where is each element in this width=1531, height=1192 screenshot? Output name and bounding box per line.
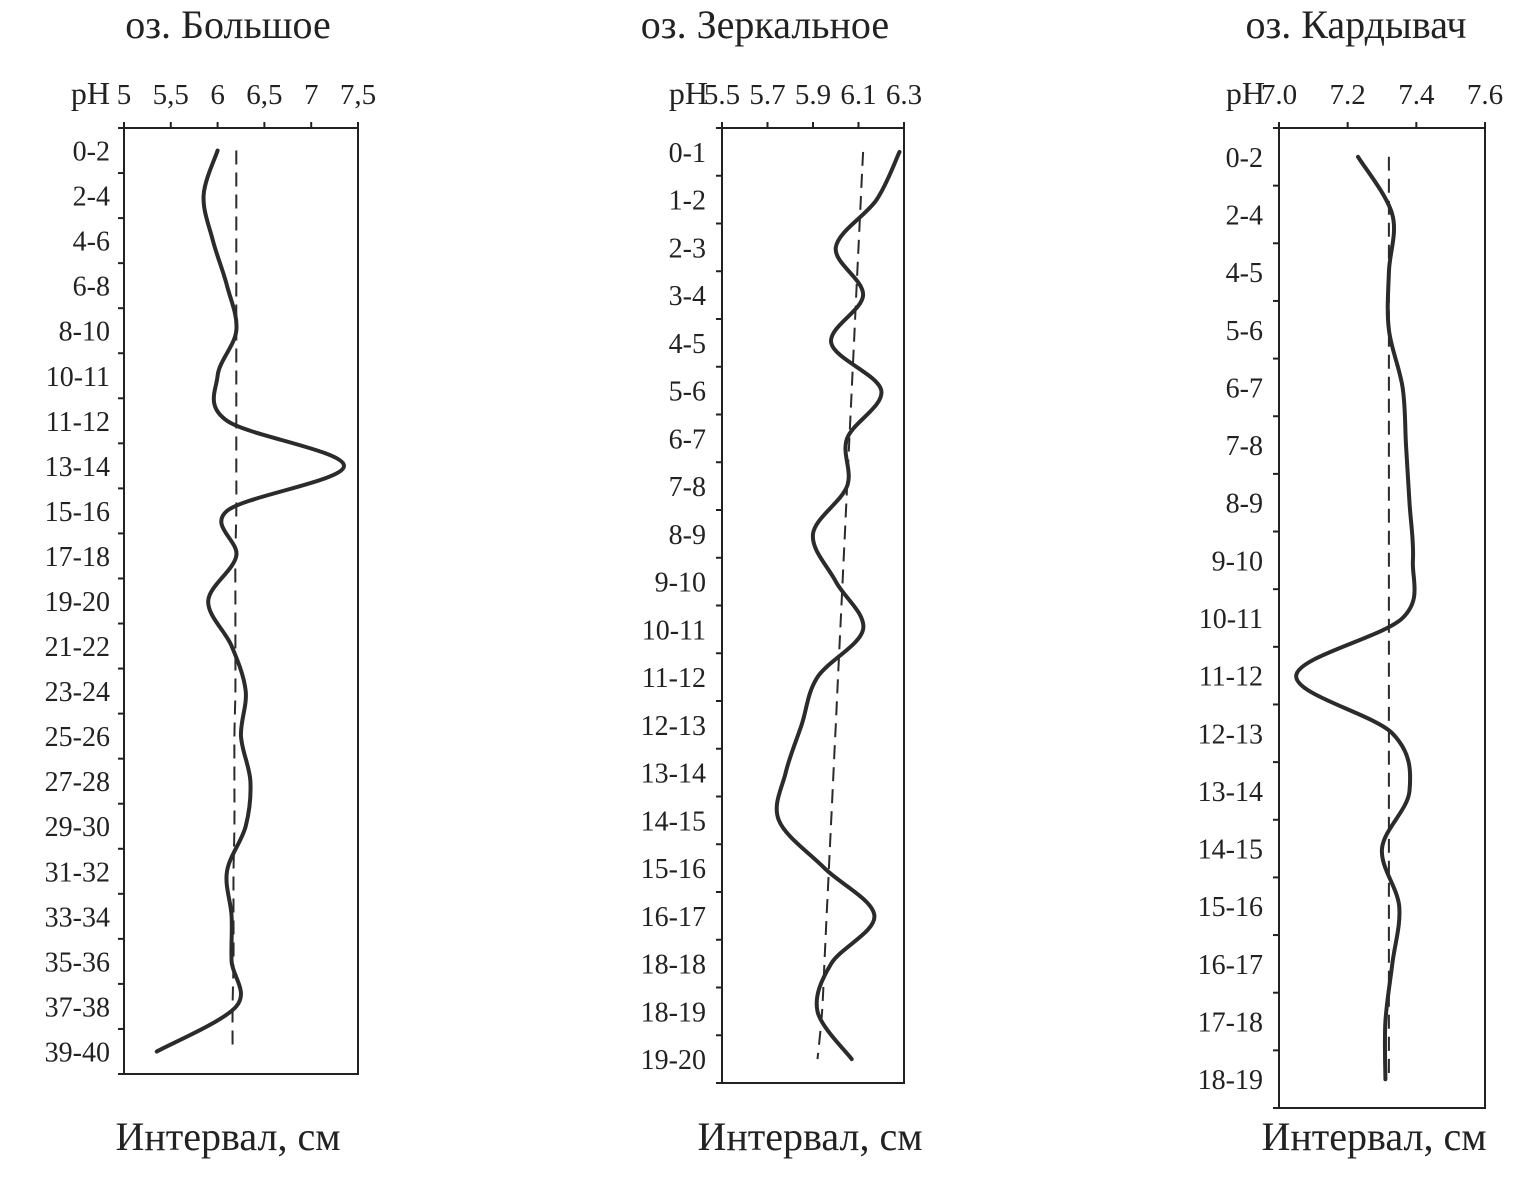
y-tick-label: 1-2 (669, 186, 706, 217)
y-tick-label: 4-5 (1226, 258, 1263, 289)
y-tick-label: 15-16 (1198, 892, 1263, 923)
y-tick-label: 5-6 (669, 377, 706, 408)
y-tick-label: 37-38 (45, 992, 110, 1023)
y-tick-label: 17-18 (1198, 1008, 1263, 1039)
y-tick-label: 3-4 (669, 281, 706, 312)
x-tick-label: 5.9 (795, 79, 831, 111)
y-tick-label: 6-7 (669, 424, 706, 455)
x-axis-label: pH (1226, 75, 1265, 111)
y-tick-label: 10-11 (46, 362, 110, 393)
y-tick-label: 13-14 (1198, 777, 1263, 808)
x-tick-label: 7.4 (1398, 79, 1435, 111)
y-tick-label: 7-8 (1226, 431, 1263, 462)
x-tick-label: 6 (210, 79, 225, 111)
y-tick-label: 16-17 (641, 902, 706, 933)
y-tick-label: 25-26 (45, 722, 110, 753)
y-tick-label: 19-20 (45, 587, 110, 618)
y-tick-label: 4-5 (669, 329, 706, 360)
y-tick-label: 8-9 (1226, 489, 1263, 520)
y-tick-label: 15-16 (641, 854, 706, 885)
y-tick-label: 14-15 (641, 806, 706, 837)
y-tick-label: 13-14 (641, 759, 706, 790)
chart-panel-zerkalnoe: оз. Зеркальное pH5.5 5.7 5.9 6.1 6.3 0-1 1-2 2-3… (641, 2, 923, 1159)
y-tick-label: 21-22 (45, 632, 110, 663)
chart-title: оз. Большое (125, 2, 331, 47)
x-tick-label: 7,5 (340, 79, 376, 111)
y-tick-label: 2-4 (73, 182, 110, 213)
y-tick-label: 17-18 (45, 542, 110, 573)
plot-frame (123, 127, 359, 1075)
y-tick-label: 2-4 (1226, 200, 1263, 231)
chart-panel-kardyvach: оз. Кардывач pH7.0 7.2 7.4 7.6 0-2 2-4 4-5 5-6 6-… (1198, 2, 1503, 1159)
y-tick-label: 11-12 (46, 407, 110, 438)
trend-line-dashed (816, 151, 865, 1060)
y-tick-label: 18-19 (641, 997, 706, 1028)
y-tick-label: 16-17 (1198, 950, 1263, 981)
y-tick-label: 11-12 (1199, 662, 1263, 693)
x-tick-label: 5 (117, 79, 132, 111)
x-tick-label: 5,5 (153, 79, 189, 111)
plot-frame (721, 127, 905, 1084)
y-tick-label: 11-12 (642, 663, 706, 694)
x-tick-label: 6,5 (246, 79, 282, 111)
trend-line-dashed (231, 150, 238, 1052)
y-tick-label: 10-11 (642, 615, 706, 646)
y-tick-label: 9-10 (655, 568, 706, 599)
y-tick-label: 8-10 (59, 317, 110, 348)
y-tick-label: 6-7 (1226, 373, 1263, 404)
y-tick-label: 0-2 (1226, 143, 1263, 174)
x-tick-label: 7.2 (1330, 79, 1366, 111)
y-axis-label: Интервал, см (1261, 1114, 1486, 1159)
y-tick-label: 18-19 (1198, 1065, 1263, 1096)
y-tick-label: 2-3 (669, 233, 706, 264)
y-tick-label: 0-1 (669, 138, 706, 169)
y-tick-label: 14-15 (1198, 835, 1263, 866)
y-tick-label: 31-32 (45, 857, 110, 888)
y-axis-label: Интервал, см (697, 1114, 922, 1159)
x-tick-label: 7.0 (1261, 79, 1297, 111)
y-tick-label: 5-6 (1226, 316, 1263, 347)
chart-panel-bolshoe: оз. Большое pH 5 5,5 6 6,5 7 7,5 0-2 2-4 4-6 6-8 8-1… (45, 2, 376, 1159)
x-tick-label: 7.6 (1467, 79, 1503, 111)
y-tick-label: 10-11 (1199, 604, 1263, 635)
x-tick-label: 5.5 (704, 79, 740, 111)
chart-title: оз. Зеркальное (641, 2, 889, 47)
y-tick-label: 23-24 (45, 677, 110, 708)
ph-profile-line (154, 148, 347, 1054)
plot-frame (1278, 127, 1486, 1109)
x-tick-label: 6.3 (886, 79, 922, 111)
y-tick-label: 12-13 (641, 711, 706, 742)
chart-title: оз. Кардывач (1245, 2, 1466, 47)
y-tick-label: 27-28 (45, 767, 110, 798)
x-tick-label: 5.7 (749, 79, 785, 111)
y-tick-label: 7-8 (669, 472, 706, 503)
y-tick-label: 8-9 (669, 520, 706, 551)
y-tick-label: 9-10 (1212, 546, 1263, 577)
y-tick-label: 18-18 (641, 950, 706, 981)
y-tick-label: 13-14 (45, 452, 110, 483)
y-axis-label: Интервал, см (115, 1114, 340, 1159)
y-tick-label: 15-16 (45, 497, 110, 528)
y-tick-label: 35-36 (45, 947, 110, 978)
y-tick-label: 6-8 (73, 272, 110, 303)
x-axis-label: pH (71, 75, 110, 111)
y-tick-label: 39-40 (45, 1037, 110, 1068)
ph-profile-line (1294, 154, 1417, 1082)
y-tick-label: 19-20 (641, 1045, 706, 1076)
x-axis-label: pH (669, 75, 708, 111)
x-tick-label: 6.1 (840, 79, 876, 111)
y-tick-label: 0-2 (73, 137, 110, 168)
ph-profile-line (774, 149, 902, 1062)
y-tick-label: 33-34 (45, 902, 110, 933)
y-tick-label: 29-30 (45, 812, 110, 843)
y-tick-label: 12-13 (1198, 719, 1263, 750)
x-tick-label: 7 (304, 79, 319, 111)
y-tick-label: 4-6 (73, 227, 110, 258)
